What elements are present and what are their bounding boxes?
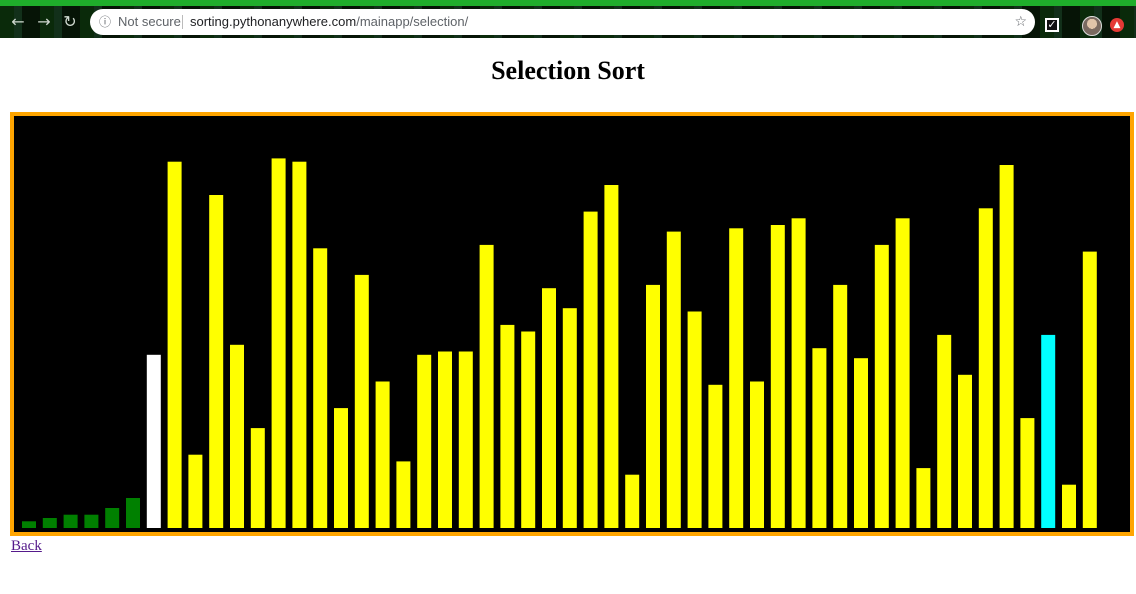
sort-canvas-frame — [10, 112, 1134, 536]
sort-bar-current — [146, 354, 161, 528]
checkbox-icon[interactable]: ✓ — [1045, 18, 1059, 32]
sort-bar-sorted — [63, 514, 78, 528]
sort-bar-unsorted — [999, 165, 1014, 528]
sort-bar-unsorted — [833, 284, 848, 528]
sort-bar-unsorted — [458, 351, 473, 528]
back-link[interactable]: Back — [11, 538, 42, 554]
sort-bar-sorted — [22, 521, 36, 528]
sort-bar-unsorted — [958, 374, 972, 528]
sort-bar-unsorted — [375, 381, 390, 528]
sort-bar-unsorted — [708, 384, 723, 528]
info-icon[interactable]: ⓘ — [99, 15, 112, 29]
browser-toolbar: ← → ↻ ⓘ Not secure sorting.pythonanywher… — [0, 0, 1136, 38]
arrow-right-icon[interactable]: → — [37, 12, 51, 31]
reload-icon[interactable]: ↻ — [63, 12, 77, 31]
sort-bar-unsorted — [167, 161, 182, 528]
sort-bar-unsorted — [729, 228, 744, 529]
sort-bar-unsorted — [1062, 484, 1076, 528]
sort-bar-unsorted — [625, 474, 640, 528]
sort-bar-unsorted — [687, 311, 702, 528]
security-label: Not secure — [118, 14, 181, 29]
url-text[interactable]: sorting.pythonanywhere.com/mainapp/selec… — [190, 9, 468, 35]
sort-bar-unsorted — [646, 284, 660, 528]
sort-bar-unsorted — [479, 244, 494, 528]
sort-bar-unsorted — [791, 218, 806, 529]
alert-icon[interactable]: ▲ — [1110, 18, 1124, 32]
arrow-left-icon[interactable]: ← — [11, 12, 25, 31]
sort-bar-unsorted — [1082, 251, 1097, 528]
address-bar[interactable]: ⓘ Not secure sorting.pythonanywhere.com/… — [90, 9, 1035, 35]
sort-bar-unsorted — [666, 231, 681, 528]
sort-bar-unsorted — [604, 185, 619, 528]
sort-bar-unsorted — [417, 354, 432, 528]
url-host: sorting.pythonanywhere.com — [190, 14, 357, 29]
sort-bar-unsorted — [854, 358, 868, 528]
sort-bar-unsorted — [230, 344, 244, 528]
sort-bar-unsorted — [354, 274, 369, 528]
sort-bar-unsorted — [874, 244, 889, 528]
sort-bar-unsorted — [1020, 418, 1035, 528]
sort-bar-unsorted — [271, 158, 286, 528]
sort-bar-unsorted — [750, 381, 764, 528]
sort-bar-unsorted — [895, 218, 910, 529]
sort-bar-unsorted — [334, 408, 348, 528]
sort-bar-unsorted — [250, 428, 265, 528]
page-title: Selection Sort — [491, 56, 645, 85]
sort-bar-unsorted — [396, 461, 411, 528]
sort-bar-sorted — [84, 514, 99, 528]
star-icon[interactable]: ☆ — [1014, 14, 1027, 30]
sort-bar-sorted — [105, 508, 120, 528]
sort-bar-unsorted — [209, 195, 224, 528]
sort-bar-unsorted — [542, 288, 556, 528]
sort-bar-unsorted — [313, 248, 328, 529]
sort-bar-unsorted — [500, 324, 515, 528]
sort-bar-unsorted — [562, 308, 577, 528]
sort-bar-candidate — [1041, 334, 1056, 528]
sort-bar-sorted — [126, 498, 140, 528]
url-path: /mainapp/selection/ — [356, 14, 469, 29]
sort-canvas — [14, 116, 1130, 532]
sort-bar-unsorted — [812, 348, 827, 528]
sort-bar-unsorted — [188, 454, 203, 528]
sort-bar-unsorted — [916, 468, 931, 528]
separator — [182, 15, 183, 29]
sort-bar-unsorted — [583, 211, 598, 528]
sort-bar-unsorted — [978, 208, 993, 529]
avatar[interactable] — [1082, 16, 1102, 36]
sort-bar-unsorted — [770, 225, 785, 528]
sort-bar-unsorted — [937, 334, 952, 528]
sort-bar-unsorted — [438, 351, 452, 528]
sort-bar-unsorted — [521, 331, 536, 528]
sort-bar-unsorted — [292, 161, 307, 528]
sort-bar-sorted — [42, 518, 57, 528]
